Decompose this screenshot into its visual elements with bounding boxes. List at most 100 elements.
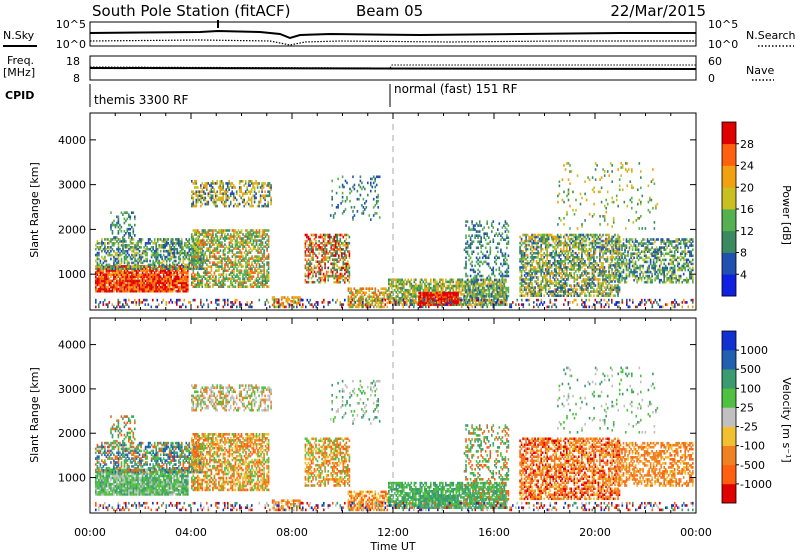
- power-cell: [141, 273, 144, 276]
- power-cell: [96, 283, 99, 287]
- power-cell: [344, 239, 346, 243]
- power-cell: [233, 253, 235, 256]
- power-cell: [213, 253, 216, 256]
- power-cell: [227, 237, 229, 240]
- power-cell: [250, 180, 253, 183]
- power-cell: [507, 294, 510, 298]
- power-cell: [222, 182, 224, 185]
- power-cell: [403, 290, 405, 294]
- power-cell: [206, 255, 208, 258]
- power-cell: [201, 247, 204, 250]
- power-cell: [547, 266, 550, 269]
- power-cell: [285, 305, 287, 309]
- power-cell: [397, 284, 399, 288]
- power-cell: [132, 247, 135, 251]
- power-cell: [195, 198, 198, 202]
- power-cell: [143, 283, 145, 287]
- power-cell: [504, 260, 507, 264]
- power-cell: [290, 300, 292, 303]
- power-cell: [523, 294, 526, 297]
- power-cell: [146, 279, 148, 283]
- power-cell: [98, 283, 100, 287]
- power-cell: [231, 281, 234, 284]
- power-cell: [140, 238, 142, 241]
- power-cell: [466, 282, 469, 286]
- power-cell: [110, 257, 112, 261]
- power-cell: [315, 272, 317, 276]
- power-cell: [211, 186, 214, 189]
- power-cell: [146, 246, 148, 249]
- power-cell: [95, 277, 97, 281]
- power-cell: [497, 242, 499, 245]
- power-cell: [247, 180, 250, 183]
- power-cell: [260, 249, 262, 252]
- power-cell: [321, 254, 323, 257]
- power-cell: [229, 202, 232, 206]
- power-cell: [519, 276, 521, 279]
- power-cell: [469, 268, 472, 272]
- power-cell: [537, 233, 539, 237]
- power-cell: [356, 299, 359, 303]
- power-cell: [487, 274, 490, 278]
- power-cell: [206, 182, 208, 185]
- power-cell: [236, 255, 238, 258]
- power-cell: [367, 295, 369, 299]
- power-cell: [144, 251, 147, 255]
- power-cell: [506, 228, 508, 231]
- power-cell: [170, 275, 172, 278]
- power-cell: [319, 241, 322, 245]
- power-cell: [504, 252, 507, 256]
- power-cell: [465, 260, 467, 264]
- power-cell: [334, 233, 337, 237]
- power-cell: [161, 255, 163, 259]
- power-cell: [526, 233, 529, 237]
- power-cell: [206, 231, 208, 234]
- power-cell: [188, 261, 191, 265]
- power-cell: [140, 253, 142, 257]
- power-cell: [135, 275, 138, 278]
- power-cell: [140, 275, 142, 278]
- power-cell: [116, 247, 118, 251]
- power-cell: [101, 249, 103, 253]
- power-cell: [228, 235, 231, 238]
- power-cell: [224, 243, 226, 246]
- power-cell: [185, 253, 188, 257]
- power-cell: [484, 238, 487, 241]
- power-cell: [316, 256, 319, 259]
- power-cell: [255, 277, 258, 280]
- power-cell: [214, 194, 217, 198]
- power-cell: [439, 291, 441, 295]
- power-cell: [182, 281, 184, 285]
- power-cell: [153, 271, 156, 274]
- power-cell: [132, 242, 135, 245]
- power-cell: [198, 255, 201, 258]
- power-cell: [128, 213, 130, 216]
- power-cell: [544, 268, 547, 271]
- power-cell: [119, 267, 121, 271]
- power-cell: [264, 233, 267, 236]
- power-cell: [395, 290, 398, 294]
- power-cell: [153, 279, 156, 283]
- power-cell: [543, 272, 545, 275]
- power-cell: [342, 256, 345, 259]
- power-cell: [101, 287, 103, 291]
- power-cell: [99, 273, 102, 276]
- power-cell: [531, 241, 533, 245]
- power-cell: [478, 220, 481, 223]
- power-cell: [129, 242, 132, 245]
- power-cell: [153, 281, 156, 285]
- power-cell: [200, 194, 202, 198]
- power-cell: [111, 283, 114, 287]
- power-cell: [117, 217, 120, 221]
- power-cell: [191, 263, 193, 266]
- power-cell: [243, 251, 246, 254]
- power-cell: [104, 289, 106, 293]
- power-cell: [307, 258, 310, 261]
- power-cell: [101, 279, 103, 283]
- power-cell: [195, 186, 198, 189]
- power-cell: [162, 247, 165, 251]
- power-cell: [195, 263, 198, 266]
- power-cell: [174, 283, 177, 287]
- power-cell: [195, 229, 198, 232]
- power-cell: [525, 266, 527, 269]
